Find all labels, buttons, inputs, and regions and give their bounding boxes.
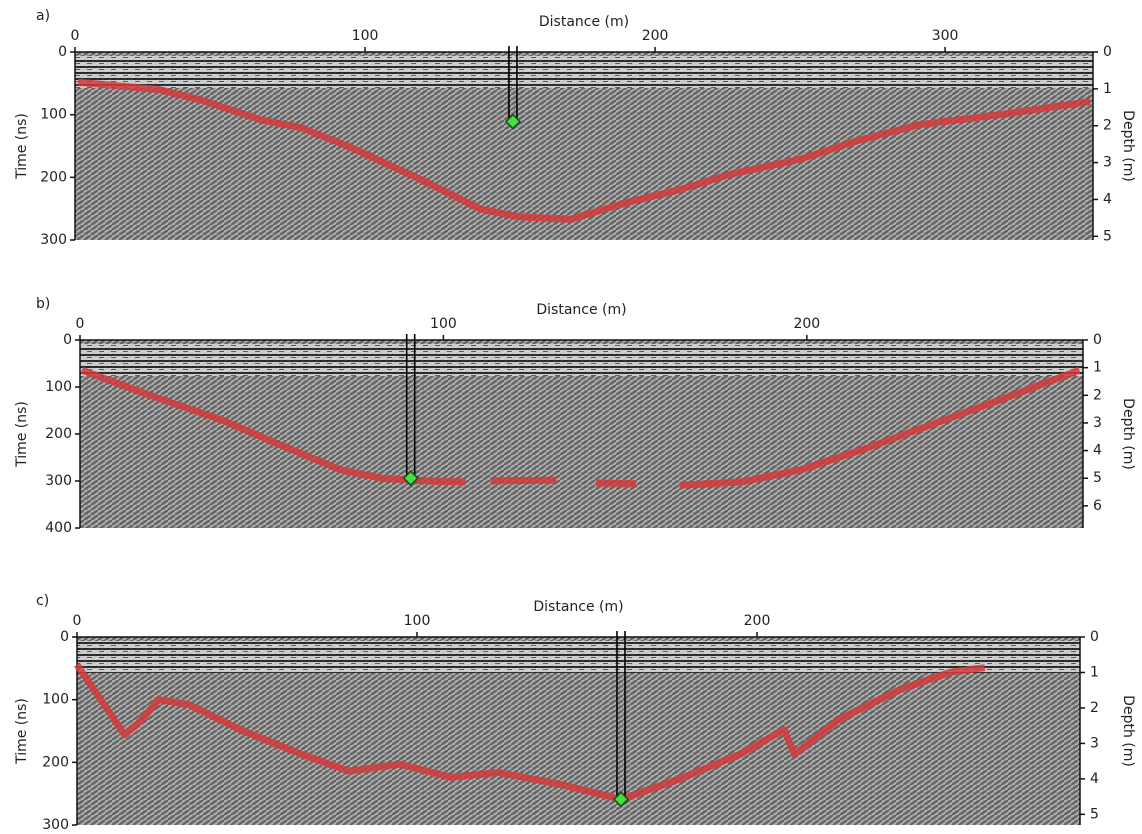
- x-tick-label: 0: [71, 28, 80, 44]
- x-tick-label: 200: [744, 613, 771, 629]
- y2-tick-label: 1: [1090, 664, 1099, 680]
- y2-tick-label: 4: [1093, 443, 1102, 459]
- y2-tick-label: 3: [1103, 155, 1112, 171]
- y-tick-label: 100: [40, 107, 67, 123]
- y-tick-label: 200: [45, 426, 72, 442]
- y2-tick-label: 6: [1093, 498, 1102, 514]
- x-axis-title: Distance (m): [533, 599, 623, 615]
- radargram-panel: b) Distance (m) Time (ns) Depth (m) 0 100 200 0…: [14, 296, 1136, 536]
- y2-tick-label: 1: [1093, 360, 1102, 376]
- y-tick-label: 200: [40, 169, 67, 185]
- y2-axis-title: Depth (m): [1120, 398, 1136, 470]
- x-tick-label: 0: [76, 316, 85, 332]
- x-axis-title: Distance (m): [539, 14, 629, 30]
- y-tick-label: 300: [45, 473, 72, 489]
- radargram-panel: c) Distance (m) Time (ns) Depth (m) 0 100 200 0…: [14, 593, 1136, 833]
- borehole-marker: [402, 470, 419, 487]
- y2-tick-label: 3: [1093, 415, 1102, 431]
- panel-label: b): [36, 296, 50, 312]
- panel-label: a): [36, 8, 50, 24]
- y2-tick-label: 2: [1090, 700, 1099, 716]
- x-tick-label: 200: [642, 28, 669, 44]
- y2-tick-label: 4: [1090, 771, 1099, 787]
- direct-wave-bands: [80, 344, 1083, 376]
- x-tick-label: 0: [73, 613, 82, 629]
- y-axis-title: Time (ns): [14, 698, 30, 765]
- radargram-panel: a) Distance (m)Time (ns) Depth (m)0 100 200 3…: [14, 8, 1136, 248]
- x-tick-label: 300: [932, 28, 959, 44]
- borehole-marker: [504, 113, 522, 130]
- y2-tick-label: 5: [1093, 470, 1102, 486]
- borehole-marker: [612, 791, 630, 808]
- y-axis-title: Time (ns): [14, 401, 30, 468]
- y2-tick-label: 1: [1103, 81, 1112, 97]
- direct-wave-bands: [75, 56, 1093, 88]
- y-tick-label: 300: [42, 817, 69, 833]
- y-tick-label: 0: [63, 332, 72, 348]
- direct-wave-bands: [77, 641, 1080, 673]
- picked-reflector: [80, 366, 1081, 489]
- y2-tick-label: 4: [1103, 191, 1112, 207]
- y-axis-title: Time (ns): [14, 113, 30, 180]
- y-tick-label: 200: [42, 754, 69, 770]
- y2-tick-label: 3: [1090, 735, 1099, 751]
- y2-axis-title: Depth (m): [1120, 695, 1136, 767]
- y2-tick-label: 0: [1103, 44, 1112, 60]
- y2-tick-label: 5: [1090, 806, 1099, 822]
- y-tick-label: 0: [60, 629, 69, 645]
- x-tick-label: 100: [430, 316, 457, 332]
- y-tick-label: 0: [58, 44, 67, 60]
- x-tick-label: 100: [352, 28, 379, 44]
- x-tick-label: 200: [793, 316, 820, 332]
- y2-tick-label: 0: [1093, 332, 1102, 348]
- x-axis-title: Distance (m): [536, 302, 626, 318]
- picked-reflector: [77, 78, 1091, 223]
- picked-reflector: [74, 662, 986, 803]
- panel-label: c): [36, 593, 49, 609]
- y2-tick-label: 2: [1103, 118, 1112, 134]
- y2-tick-label: 5: [1103, 228, 1112, 244]
- y-tick-label: 400: [45, 520, 72, 536]
- y-tick-label: 300: [40, 232, 67, 248]
- y2-tick-label: 2: [1093, 387, 1102, 403]
- y2-axis-title: Depth (m): [1120, 110, 1136, 182]
- y-tick-label: 100: [42, 692, 69, 708]
- y2-tick-label: 0: [1090, 629, 1099, 645]
- x-tick-label: 100: [404, 613, 431, 629]
- y-tick-label: 100: [45, 379, 72, 395]
